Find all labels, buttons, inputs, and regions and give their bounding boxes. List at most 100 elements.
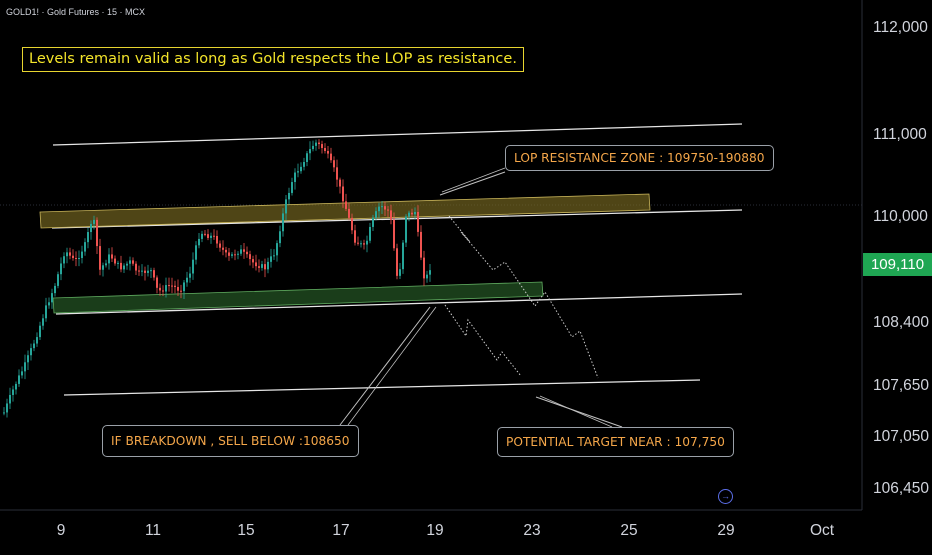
candle-body [6,403,8,413]
candle-body [381,206,383,208]
candle-body [249,254,251,260]
candle-body [213,235,215,237]
upper-trendline [52,123,743,146]
candle-body [195,245,197,260]
candle-body [390,210,392,220]
candlestick-series [3,139,431,418]
candle-body [147,270,149,273]
candle-body [255,262,257,267]
candle-body [108,254,110,264]
candle-body [78,258,80,260]
candle-body [333,160,335,168]
last-price-tag: 109,110 [863,253,932,276]
candle-body [42,318,44,326]
time-tick-label: 25 [620,522,637,539]
candle-body [387,209,389,211]
arrow-circle-icon[interactable]: → [718,489,733,504]
candle-body [282,213,284,232]
candle-body [75,258,77,260]
candle-body [297,171,299,173]
time-tick-label: 29 [717,522,734,539]
candle-body [3,412,5,414]
candle-body [120,262,122,270]
target-line [63,379,701,396]
candle-body [168,285,170,287]
candle-body [150,270,152,272]
candle-body [405,216,407,243]
time-tick-label: 17 [332,522,349,539]
candle-body [93,219,95,224]
time-tick-label: 11 [145,522,161,539]
candle-body [411,212,413,215]
candle-body [219,243,221,248]
candle-body [360,243,362,245]
candle-body [54,285,56,294]
projection-path-b [444,304,522,377]
candle-body [207,234,209,238]
candle-body [351,217,353,231]
candle-body [318,142,320,145]
candle-body [210,235,212,238]
candle-body [417,211,419,232]
candle-body [57,274,59,286]
candle-body [408,212,410,217]
time-tick-label: 9 [57,522,66,539]
candle-body [81,251,83,259]
candle-body [339,179,341,187]
candle-body [270,256,272,262]
candle-body [72,255,74,259]
candle-body [366,240,368,245]
candle-body [27,355,29,363]
candle-body [39,325,41,338]
candle-body [159,287,161,291]
candle-body [300,166,302,172]
candle-body [21,371,23,376]
price-tick-label: 107,050 [873,428,929,445]
candle-body [30,348,32,356]
candle-body [288,192,290,200]
candle-body [324,148,326,151]
candle-body [141,270,143,272]
candle-body [357,242,359,244]
middle-trendline [51,209,743,229]
candle-body [345,201,347,209]
candle-body [261,264,263,268]
projection-path-a [448,215,599,379]
candle-body [9,394,11,404]
candle-body [231,254,233,256]
candle-body [126,263,128,266]
time-tick-label: 23 [523,522,540,539]
lop-callout-pointer-2 [441,167,506,193]
candle-body [63,256,65,264]
time-axis: 9 11 15 17 19 23 25 29 Oct [57,522,835,539]
candle-body [369,226,371,241]
candle-body [414,211,416,215]
candle-body [204,233,206,235]
candle-body [177,286,179,291]
candle-body [180,290,182,292]
lower-trendline [55,293,743,315]
candle-body [258,266,260,268]
candle-body [252,259,254,263]
candle-body [87,232,89,243]
candle-body [330,153,332,161]
candle-body [354,230,356,243]
candle-body [315,142,317,146]
candle-body [228,252,230,256]
candle-body [33,343,35,349]
candle-body [135,263,137,271]
candle-body [60,263,62,275]
candle-body [279,231,281,244]
candle-body [198,238,200,246]
candle-body [285,199,287,214]
candle-body [138,270,140,272]
candle-body [429,270,431,275]
candle-body [189,273,191,278]
candle-body [423,257,425,279]
candle-body [18,375,20,384]
candle-body [294,172,296,183]
candle-body [45,305,47,319]
target-callout-pointer-2 [539,395,613,428]
